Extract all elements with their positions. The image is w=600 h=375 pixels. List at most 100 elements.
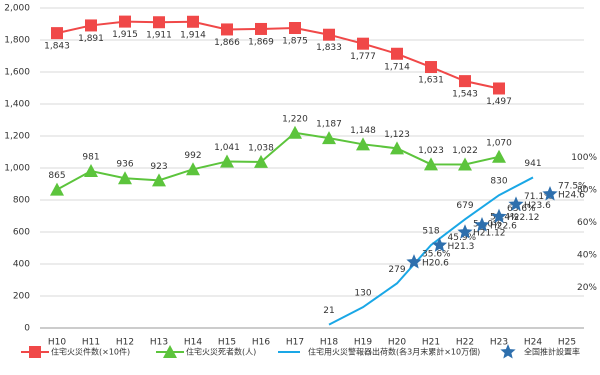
y2-tick-label: 20% bbox=[577, 283, 597, 293]
marker bbox=[153, 16, 165, 29]
data-label: 992 bbox=[184, 151, 201, 161]
data-label: 1,866 bbox=[214, 38, 240, 48]
marker bbox=[187, 15, 199, 28]
y-tick-label: 800 bbox=[13, 196, 30, 206]
marker bbox=[50, 182, 64, 196]
x-tick-label: H11 bbox=[82, 338, 100, 348]
series-line bbox=[56, 131, 500, 191]
data-label: 1,148 bbox=[350, 126, 376, 136]
marker bbox=[29, 346, 41, 358]
data-label: 936 bbox=[116, 160, 133, 170]
y2-tick-label: 40% bbox=[577, 250, 597, 260]
y2-tick-label: 100% bbox=[571, 153, 597, 163]
y-tick-label: 2,000 bbox=[4, 4, 30, 14]
marker bbox=[323, 28, 335, 41]
y2-tick-label: 60% bbox=[577, 218, 597, 228]
legend-label: 住宅火災件数(×10件) bbox=[51, 347, 130, 357]
marker bbox=[118, 171, 132, 185]
x-tick-label: H15 bbox=[218, 338, 236, 348]
data-label: 77.5% bbox=[558, 181, 587, 191]
marker bbox=[254, 154, 268, 168]
y-tick-label: 600 bbox=[13, 228, 30, 238]
x-tick-label: H19 bbox=[354, 338, 372, 348]
marker bbox=[390, 141, 404, 155]
marker bbox=[85, 19, 97, 32]
marker bbox=[474, 217, 490, 232]
x-tick-label: H17 bbox=[286, 338, 304, 348]
data-label: 1,038 bbox=[248, 143, 274, 153]
data-label: 1,875 bbox=[282, 37, 308, 47]
series-line bbox=[328, 176, 534, 326]
data-label: 279 bbox=[388, 265, 405, 275]
marker bbox=[322, 131, 336, 145]
y-tick-label: 1,000 bbox=[4, 164, 30, 174]
data-label: 71.1% bbox=[524, 192, 553, 202]
x-tick-label: H24 bbox=[524, 338, 542, 348]
data-label: 21 bbox=[323, 306, 334, 316]
x-label: H24.6 bbox=[558, 190, 585, 200]
marker bbox=[152, 173, 166, 187]
data-label: 1,022 bbox=[452, 146, 478, 156]
marker bbox=[51, 27, 63, 40]
marker bbox=[356, 137, 370, 151]
y-tick-label: 0 bbox=[24, 324, 30, 334]
data-label: 45.9% bbox=[448, 233, 477, 243]
data-label: 865 bbox=[48, 171, 65, 181]
y-tick-label: 1,400 bbox=[4, 100, 30, 110]
marker bbox=[288, 125, 302, 139]
y-tick-label: 1,600 bbox=[4, 68, 30, 78]
legend-label: 住宅火災死者数(人) bbox=[186, 347, 256, 357]
data-label: 1,777 bbox=[350, 52, 376, 62]
marker bbox=[458, 157, 472, 171]
marker bbox=[493, 82, 505, 95]
data-label: 63.6% bbox=[507, 204, 536, 214]
marker bbox=[508, 196, 524, 211]
data-label: 923 bbox=[150, 162, 167, 172]
data-label: 1,891 bbox=[78, 34, 104, 44]
data-label: 981 bbox=[82, 153, 99, 163]
marker bbox=[491, 208, 507, 223]
data-label: 130 bbox=[354, 289, 371, 299]
marker bbox=[163, 345, 177, 358]
marker bbox=[459, 75, 471, 88]
marker bbox=[431, 237, 448, 252]
x-tick-label: H16 bbox=[252, 338, 270, 348]
data-label: 58.4% bbox=[490, 213, 519, 223]
y-tick-label: 400 bbox=[13, 260, 30, 270]
marker bbox=[186, 162, 200, 176]
data-label: 1,869 bbox=[248, 37, 274, 47]
x-tick-label: H25 bbox=[558, 338, 576, 348]
x-tick-label: H12 bbox=[116, 338, 134, 348]
data-label: 35.6% bbox=[422, 250, 451, 260]
data-label: 830 bbox=[490, 177, 507, 187]
marker bbox=[357, 37, 369, 50]
x-tick-label: H10 bbox=[48, 338, 66, 348]
data-label: 54.0% bbox=[473, 220, 502, 230]
x-tick-label: H20 bbox=[388, 338, 406, 348]
x-tick-label: H23 bbox=[490, 338, 508, 348]
x-tick-label: H18 bbox=[320, 338, 338, 348]
data-label: 941 bbox=[524, 159, 541, 169]
y-tick-label: 1,200 bbox=[4, 132, 30, 142]
y-tick-label: 200 bbox=[13, 292, 30, 302]
data-label: 1,714 bbox=[384, 62, 410, 72]
legend-label: 全国推計設置率 bbox=[524, 347, 580, 357]
marker bbox=[84, 164, 98, 178]
marker bbox=[220, 154, 234, 168]
x-label: H23.6 bbox=[524, 201, 551, 211]
data-label: 1,497 bbox=[486, 97, 512, 107]
data-label: 1,187 bbox=[316, 120, 342, 130]
data-label: 1,041 bbox=[214, 143, 240, 153]
data-label: 1,833 bbox=[316, 43, 342, 53]
x-label: H20.6 bbox=[422, 259, 449, 269]
x-label: H21.3 bbox=[448, 242, 475, 252]
data-label: 1,631 bbox=[418, 76, 444, 86]
marker bbox=[255, 22, 267, 35]
data-label: 1,915 bbox=[112, 30, 138, 40]
marker bbox=[406, 254, 422, 269]
data-label: 1,123 bbox=[384, 130, 410, 140]
data-label: 518 bbox=[422, 227, 439, 237]
x-tick-label: H13 bbox=[150, 338, 168, 348]
data-label: 679 bbox=[456, 201, 473, 211]
